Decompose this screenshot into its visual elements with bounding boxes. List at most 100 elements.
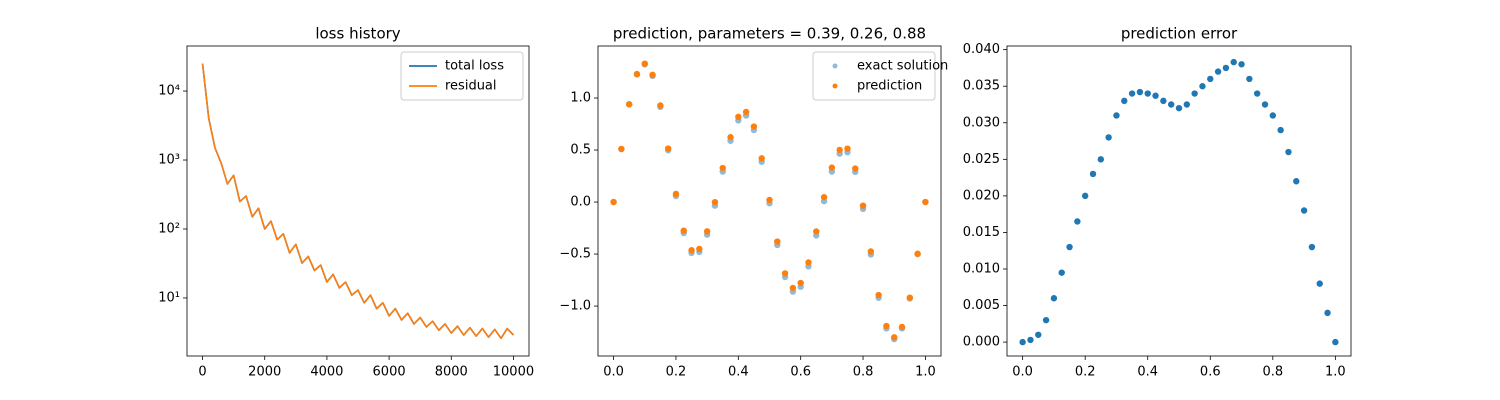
scatter-point: [906, 294, 914, 301]
y-tick-label: 0.035: [963, 79, 1000, 94]
legend-label: exact solution: [857, 59, 948, 74]
scatter-point: [1175, 104, 1183, 112]
x-tick-label: 0.4: [1137, 365, 1158, 380]
y-tick-label: 0.015: [963, 225, 1000, 240]
x-tick-label: 0.8: [1262, 365, 1283, 380]
x-tick-label: 0.8: [853, 365, 874, 380]
x-tick-label: 1.0: [1325, 365, 1346, 380]
legend-swatch: [832, 83, 838, 89]
scatter-point: [1207, 75, 1214, 83]
scatter-point: [774, 238, 781, 245]
subplot: loss history 0 2000 4000 6000 8000 10000 10¹ 10²…: [158, 25, 534, 380]
subplot-title: loss history: [315, 25, 400, 43]
scatter-point: [680, 227, 687, 234]
scatter-point: [1300, 207, 1308, 214]
scatter-point: [1105, 134, 1112, 141]
scatter-point: [1214, 68, 1222, 75]
scatter-point: [875, 291, 882, 299]
x-tick-label: 0.0: [603, 365, 624, 380]
legend-swatch: [832, 63, 838, 69]
scatter-point: [750, 123, 758, 130]
y-tick-label: 0.020: [963, 188, 1000, 203]
y-tick-label: 10³: [158, 153, 180, 168]
x-tick-label: 10000: [493, 365, 534, 380]
scatter-point: [898, 323, 906, 331]
scatter-point: [618, 145, 625, 153]
y-tick-label: −0.5: [559, 247, 591, 262]
scatter-point: [1136, 88, 1144, 96]
scatter-point: [867, 248, 875, 255]
scatter-point: [719, 164, 726, 172]
scatter-point: [1199, 83, 1206, 90]
scatter-point: [1183, 101, 1191, 108]
y-tick-label: 1.0: [570, 91, 591, 106]
scatter-point: [828, 164, 836, 171]
scatter-point: [852, 165, 859, 172]
scatter-point: [1285, 148, 1292, 156]
legend-label: prediction: [857, 79, 922, 94]
y-tick-label: −1.0: [559, 299, 591, 314]
scatter-point: [1144, 90, 1151, 97]
x-tick-label: 8000: [435, 365, 468, 380]
y-tick-label: 0.010: [963, 261, 1000, 276]
scatter-point: [1324, 309, 1331, 317]
x-tick-label: 0: [198, 365, 206, 380]
scatter-point: [1332, 338, 1339, 346]
scatter-point: [1042, 316, 1050, 324]
x-tick-label: 0.6: [790, 365, 811, 380]
scatter-point: [1253, 90, 1261, 97]
scatter-point: [1019, 338, 1026, 346]
axes-frame: [186, 45, 530, 357]
scatter-point: [1050, 295, 1058, 302]
y-tick-label: 0.040: [963, 42, 1000, 57]
scatter-point: [813, 228, 820, 235]
scatter-point: [664, 145, 672, 152]
scatter-point: [672, 190, 680, 198]
subplot: prediction, parameters = 0.39, 0.26, 0.8…: [559, 25, 948, 380]
scatter-point: [703, 228, 711, 235]
scatter-point: [657, 102, 664, 109]
x-tick-label: 0.4: [728, 365, 749, 380]
scatter-point: [1308, 243, 1316, 251]
scatter-point: [1097, 156, 1105, 163]
scatter-point: [1074, 218, 1081, 225]
scatter-point: [922, 198, 929, 206]
x-tick-label: 4000: [310, 365, 343, 380]
scatter-point: [727, 134, 734, 141]
x-tick-label: 0.2: [1075, 365, 1096, 380]
subplot-title: prediction, parameters = 0.39, 0.26, 0.8…: [613, 25, 926, 43]
scatter-point: [1261, 101, 1269, 108]
scatter-point: [1269, 112, 1277, 119]
scatter-point: [711, 198, 719, 206]
legend-box: [812, 51, 936, 101]
scatter-point: [914, 250, 921, 257]
scatter-point: [1035, 331, 1042, 338]
scatter-point: [1089, 170, 1097, 178]
axes-frame: [597, 45, 942, 357]
x-tick-label: 0.0: [1012, 365, 1033, 380]
scatter-point: [781, 270, 789, 277]
scatter-point: [1066, 243, 1073, 251]
scatter-point: [641, 60, 648, 67]
scatter-point: [1222, 64, 1230, 72]
scatter-point: [1027, 336, 1034, 344]
scatter-point: [1191, 90, 1198, 97]
scatter-point: [1277, 126, 1284, 134]
scatter-point: [1316, 280, 1323, 287]
x-tick-label: 0.2: [666, 365, 687, 380]
scatter-point: [820, 193, 828, 201]
scatter-point: [688, 247, 695, 254]
scatter-point: [1238, 61, 1245, 68]
legend-label: total loss: [445, 59, 504, 74]
y-tick-label: 0.000: [963, 335, 1000, 350]
y-tick-label: 0.5: [570, 143, 591, 158]
scatter-point: [649, 71, 656, 79]
scatter-point: [1081, 192, 1089, 200]
x-tick-label: 1.0: [915, 365, 936, 380]
legend-label: residual: [445, 79, 497, 94]
scatter-point: [1293, 178, 1300, 185]
scatter-point: [758, 155, 765, 162]
